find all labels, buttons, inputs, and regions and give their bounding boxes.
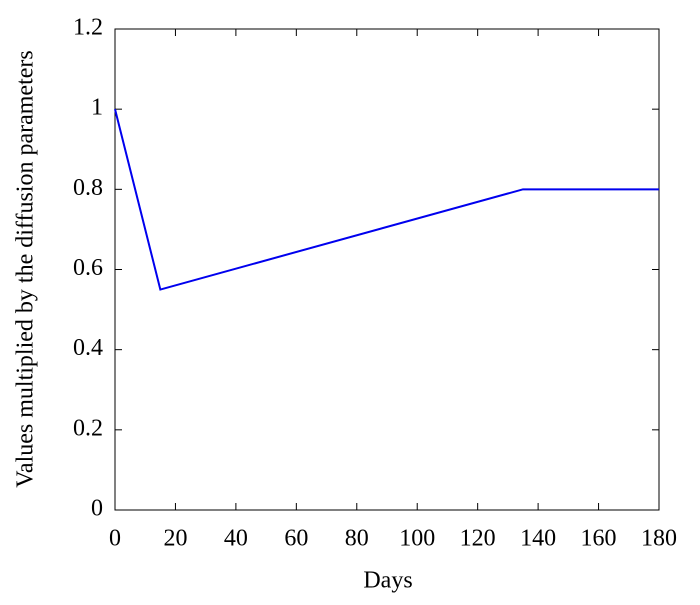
x-axis-label: Days [363,568,412,594]
data-line [114,108,659,291]
x-tick-label: 120 [460,526,496,552]
plot-frame [114,28,660,511]
x-tick-label: 60 [284,526,308,552]
x-tick-label: 0 [109,526,121,552]
x-tick-label: 180 [641,526,677,552]
y-tick-label: 1 [91,95,103,121]
y-tick-label: 0.8 [73,175,103,201]
y-axis-label: Values multiplied by the diffusion param… [13,50,39,487]
x-tick-label: 40 [224,526,248,552]
y-tick-label: 1.2 [73,15,103,41]
x-tick-label: 80 [345,526,369,552]
x-tick-label: 20 [163,526,187,552]
x-tick-label: 140 [520,526,556,552]
y-tick-label: 0.2 [73,415,103,441]
y-tick-label: 0.6 [73,255,103,281]
y-tick-label: 0 [91,496,103,522]
x-tick-label: 100 [399,526,435,552]
y-tick-label: 0.4 [73,335,103,361]
x-tick-label: 160 [581,526,617,552]
